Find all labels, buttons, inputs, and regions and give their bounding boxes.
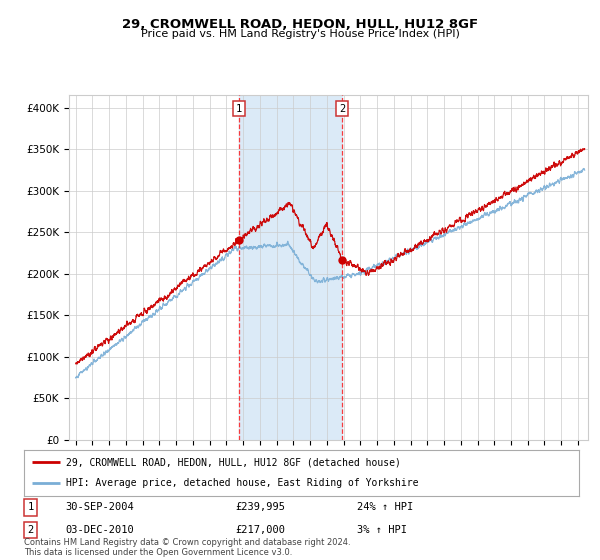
Text: 29, CROMWELL ROAD, HEDON, HULL, HU12 8GF: 29, CROMWELL ROAD, HEDON, HULL, HU12 8GF: [122, 18, 478, 31]
Text: 29, CROMWELL ROAD, HEDON, HULL, HU12 8GF (detached house): 29, CROMWELL ROAD, HEDON, HULL, HU12 8GF…: [65, 457, 401, 467]
Text: 03-DEC-2010: 03-DEC-2010: [65, 525, 134, 535]
Text: HPI: Average price, detached house, East Riding of Yorkshire: HPI: Average price, detached house, East…: [65, 478, 418, 488]
Text: £217,000: £217,000: [235, 525, 285, 535]
Text: Contains HM Land Registry data © Crown copyright and database right 2024.
This d: Contains HM Land Registry data © Crown c…: [24, 538, 350, 557]
Text: 2: 2: [28, 525, 34, 535]
Text: 2: 2: [339, 104, 346, 114]
Text: 1: 1: [236, 104, 242, 114]
Text: £239,995: £239,995: [235, 502, 285, 512]
Bar: [239, 95, 342, 440]
Text: 1: 1: [28, 502, 34, 512]
Text: 24% ↑ HPI: 24% ↑ HPI: [357, 502, 413, 512]
Text: 3% ↑ HPI: 3% ↑ HPI: [357, 525, 407, 535]
Text: Price paid vs. HM Land Registry's House Price Index (HPI): Price paid vs. HM Land Registry's House …: [140, 29, 460, 39]
Text: 30-SEP-2004: 30-SEP-2004: [65, 502, 134, 512]
